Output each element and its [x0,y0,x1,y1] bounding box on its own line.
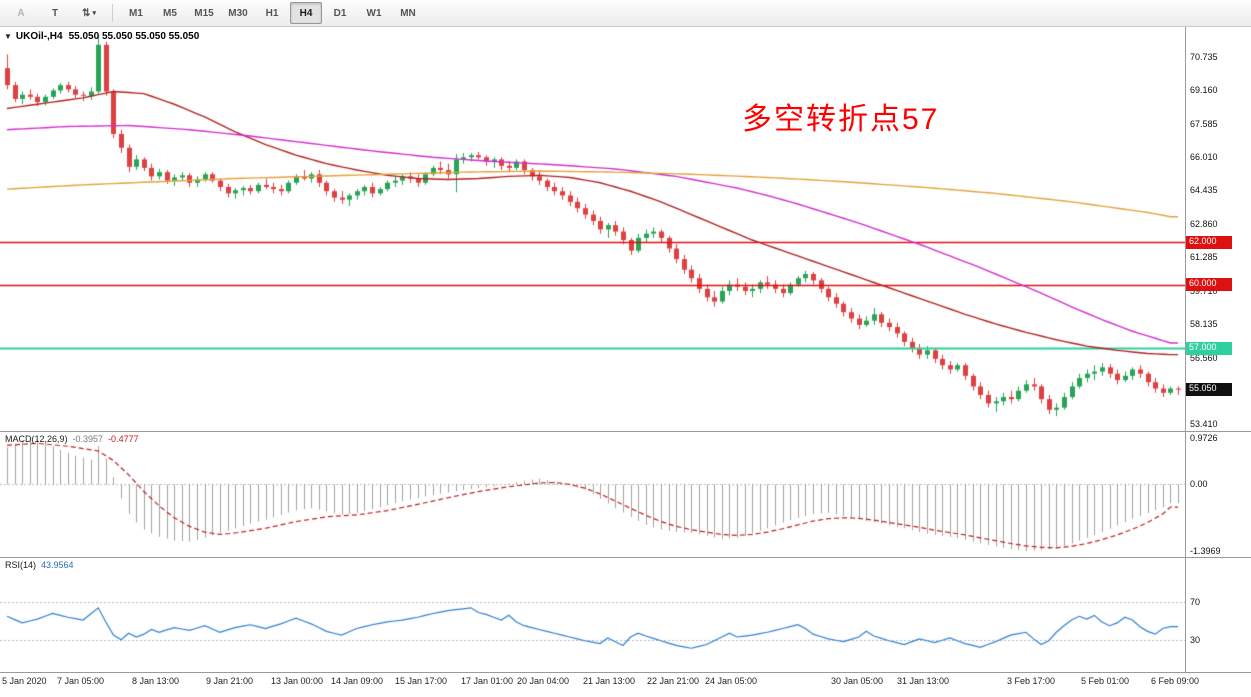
timeframe-button-mn[interactable]: MN [400,7,416,19]
macd-tick-label: -1.3969 [1190,546,1221,556]
price-tick-label: 61.285 [1190,252,1218,263]
time-axis-label: 5 Jan 2020 [2,676,47,686]
tool-button-group: A T ⇅ ▾ [4,2,106,24]
macd-tick-label: 0.00 [1190,479,1208,490]
timeframe-button-group: M1 M5 M15 M30 H1 H4 D1 W1 MN [119,2,425,24]
price-tick-label: 66.010 [1190,152,1218,163]
price-tick-label: 56.560 [1190,352,1218,363]
time-axis-separator [0,672,1251,673]
text-tool-button[interactable]: T [51,7,59,19]
timeframe-button-h4[interactable]: H4 [290,2,322,24]
time-axis-label: 31 Jan 13:00 [897,676,950,686]
price-tick-label: 64.435 [1190,185,1218,196]
annotation-text: 多空转折点57 [742,103,940,136]
price-tick-label: 62.860 [1190,218,1218,229]
dropdown-caret-icon: ▾ [92,10,96,17]
time-axis-label: 13 Jan 00:00 [271,676,324,686]
timeframe-button-h1[interactable]: H1 [265,7,279,19]
rsi-indicator-name: RSI(14) [5,560,37,570]
toolbar: A T ⇅ ▾ M1 M5 M15 M30 H1 H4 D1 W1 MN [0,0,1251,27]
price-axis-separator [1185,27,1186,672]
price-badge-55.050: 55.050 [1186,383,1232,397]
price-tick-label: 69.160 [1190,85,1218,96]
collapse-triangle-icon[interactable]: ▼ [4,32,12,41]
time-axis-label: 24 Jan 05:00 [705,676,758,686]
time-axis-label: 30 Jan 05:00 [831,676,884,686]
panel-separator-rsi[interactable] [0,557,1251,558]
time-axis-label: 3 Feb 17:00 [1007,676,1056,686]
macd-header: MACD(12,26,9) -0.3957 -0.4777 [5,434,139,444]
chart-title: ▼ UKOil-,H4 55.050 55.050 55.050 55.050 [4,31,199,42]
timeframe-button-w1[interactable]: W1 [366,7,382,19]
price-tick-label: 58.135 [1190,319,1218,330]
time-axis-label: 22 Jan 21:00 [647,676,700,686]
time-axis-label: 17 Jan 01:00 [461,676,514,686]
time-axis-label: 15 Jan 17:00 [395,676,448,686]
ohlc-values: 55.050 55.050 55.050 55.050 [68,31,200,42]
macd-tick-label: 0.9726 [1190,433,1218,443]
rsi-level-label: 70 [1190,597,1201,608]
price-tick-label: 70.735 [1190,51,1218,62]
timeframe-button-m30[interactable]: M30 [228,7,248,19]
macd-signal-value: -0.4777 [108,434,139,444]
main-chart-canvas[interactable] [0,27,1185,431]
rsi-value: 43.9564 [41,560,74,570]
time-axis-label: 9 Jan 21:00 [206,676,254,686]
timeframe-button-m5[interactable]: M5 [163,7,177,19]
crosshair-tool-button[interactable]: ⇅ ▾ [82,7,96,19]
rsi-level-label: 30 [1190,634,1201,645]
timeframe-button-m1[interactable]: M1 [129,7,143,19]
time-axis-label: 7 Jan 05:00 [57,676,105,686]
time-axis-label: 5 Feb 01:00 [1081,676,1130,686]
macd-canvas[interactable] [0,432,1185,557]
time-axis-label: 6 Feb 09:00 [1151,676,1200,686]
macd-indicator-name: MACD(12,26,9) [5,434,68,444]
time-axis-label: 8 Jan 13:00 [132,676,180,686]
price-badge-62.000: 62.000 [1186,235,1232,249]
timeframe-button-d1[interactable]: D1 [333,7,347,19]
rsi-header: RSI(14) 43.9564 [5,560,74,570]
time-axis-label: 14 Jan 09:00 [331,676,384,686]
price-tick-label: 53.410 [1190,419,1218,430]
price-tick-label: 67.585 [1190,118,1218,129]
price-badge-57.000: 57.000 [1186,341,1232,355]
timeframe-button-m15[interactable]: M15 [194,7,214,19]
toolbar-separator [112,4,113,22]
symbol-period-label: UKOil-,H4 [15,31,63,42]
time-axis-label: 21 Jan 13:00 [583,676,636,686]
price-badge-60.000: 60.000 [1186,278,1232,292]
macd-value: -0.3957 [72,434,104,444]
pointer-tool-button[interactable]: A [17,7,25,19]
time-axis-label: 20 Jan 04:00 [517,676,570,686]
rsi-canvas[interactable] [0,558,1185,672]
panel-separator-macd[interactable] [0,431,1251,432]
